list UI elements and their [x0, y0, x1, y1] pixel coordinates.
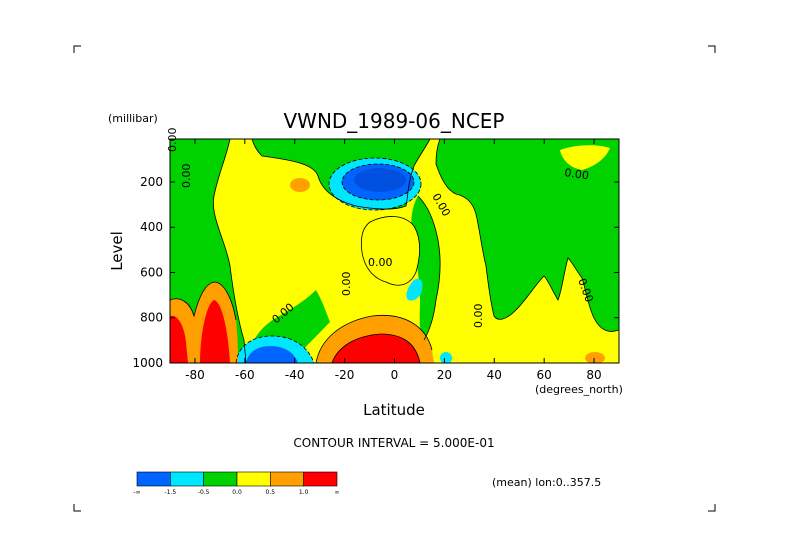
orange-spot-north: [585, 352, 605, 363]
cyan-spot-mid: [406, 278, 423, 301]
colorbar-swatch: [270, 471, 304, 487]
x-units-label: (degrees_north): [535, 383, 623, 396]
y-tick-label: 600: [140, 265, 163, 279]
colorbar-label: -1.5: [164, 489, 176, 496]
y-tick-label: 1000: [132, 356, 163, 370]
cyan-spot-low: [440, 352, 452, 363]
x-axis-ticks: -80 -60 -40 -20 0 20 40 60 80: [185, 139, 602, 382]
x-tick-label: -20: [335, 368, 355, 382]
colorbar-swatch: [303, 471, 338, 487]
y-tick-label: 200: [140, 175, 163, 189]
negative-core-south: [236, 336, 314, 363]
colorbar-label: 0.0: [232, 489, 242, 496]
chart-title: VWND_1989-06_NCEP: [283, 109, 504, 133]
colorbar-swatch: [136, 471, 171, 487]
orange-pocket-upper: [290, 178, 310, 192]
x-tick-label: 60: [537, 368, 552, 382]
x-tick-label: 80: [586, 368, 601, 382]
x-tick-label: -40: [285, 368, 305, 382]
colorbar-swatch: [203, 471, 238, 487]
contour-label: 0.00: [166, 128, 179, 153]
corner-marks: [73, 45, 716, 512]
colorbar-label: 0.5: [266, 489, 276, 496]
x-tick-label: 20: [437, 368, 452, 382]
colorbar: -∞ -1.5 -0.5 0.0 0.5 1.0 ∞: [133, 471, 340, 496]
positive-core-tropics: [316, 315, 434, 363]
contour-lines: [170, 139, 619, 363]
colorbar-label: ∞: [335, 489, 340, 496]
yellow-pocket-tropics: [361, 216, 420, 286]
yellow-pocket-low-north: [428, 319, 480, 363]
contour-label: 0.00: [472, 304, 485, 329]
y-tick-label: 800: [140, 311, 163, 325]
negative-core-upper: [329, 158, 421, 210]
contour-label: 0.00: [340, 272, 353, 297]
x-tick-label: 40: [487, 368, 502, 382]
contour-label: 0.00: [180, 164, 193, 189]
contour-interval-text: CONTOUR INTERVAL = 5.000E-01: [293, 436, 494, 450]
colorbar-label: 1.0: [299, 489, 309, 496]
colorbar-label: -0.5: [198, 489, 210, 496]
x-axis-label: Latitude: [363, 401, 425, 419]
green-region-mid-column: [411, 196, 441, 340]
colorbar-swatch: [170, 471, 204, 487]
colorbar-swatch: [236, 471, 271, 487]
x-tick-label: -80: [185, 368, 205, 382]
y-tick-label: 400: [140, 220, 163, 234]
green-region-north: [436, 139, 619, 332]
y-units-label: (millibar): [108, 112, 158, 125]
x-tick-label: 0: [391, 368, 399, 382]
mean-text: (mean) lon:0..357.5: [492, 476, 601, 489]
colorbar-label: -∞: [133, 489, 140, 496]
y-axis-label: Level: [108, 231, 126, 271]
yellow-pocket-north-upper: [560, 145, 610, 170]
x-tick-label: -60: [235, 368, 255, 382]
contour-label: 0.00: [368, 256, 393, 269]
y-axis-ticks: 200 400 600 800 1000: [132, 175, 619, 370]
positive-core-southpole: [170, 282, 238, 363]
contour-label: 0.00: [564, 166, 590, 182]
contour-fill: [170, 139, 619, 363]
